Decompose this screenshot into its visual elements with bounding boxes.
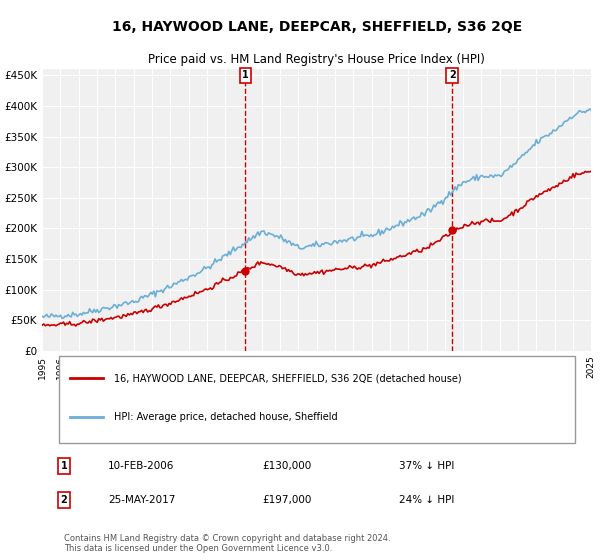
Text: 1: 1 [242, 70, 249, 80]
Text: £197,000: £197,000 [262, 495, 311, 505]
Text: 2: 2 [61, 495, 67, 505]
Text: 16, HAYWOOD LANE, DEEPCAR, SHEFFIELD, S36 2QE: 16, HAYWOOD LANE, DEEPCAR, SHEFFIELD, S3… [112, 20, 522, 34]
Text: 1: 1 [61, 461, 67, 471]
Text: £130,000: £130,000 [262, 461, 311, 471]
Text: 16, HAYWOOD LANE, DEEPCAR, SHEFFIELD, S36 2QE (detached house): 16, HAYWOOD LANE, DEEPCAR, SHEFFIELD, S3… [113, 373, 461, 383]
FancyBboxPatch shape [59, 356, 575, 444]
Text: 25-MAY-2017: 25-MAY-2017 [108, 495, 175, 505]
Text: 10-FEB-2006: 10-FEB-2006 [108, 461, 175, 471]
Text: 37% ↓ HPI: 37% ↓ HPI [399, 461, 454, 471]
Text: 24% ↓ HPI: 24% ↓ HPI [399, 495, 454, 505]
Text: HPI: Average price, detached house, Sheffield: HPI: Average price, detached house, Shef… [113, 412, 337, 422]
Text: 2: 2 [449, 70, 455, 80]
Text: Contains HM Land Registry data © Crown copyright and database right 2024.
This d: Contains HM Land Registry data © Crown c… [64, 534, 391, 553]
Text: Price paid vs. HM Land Registry's House Price Index (HPI): Price paid vs. HM Land Registry's House … [148, 53, 485, 66]
